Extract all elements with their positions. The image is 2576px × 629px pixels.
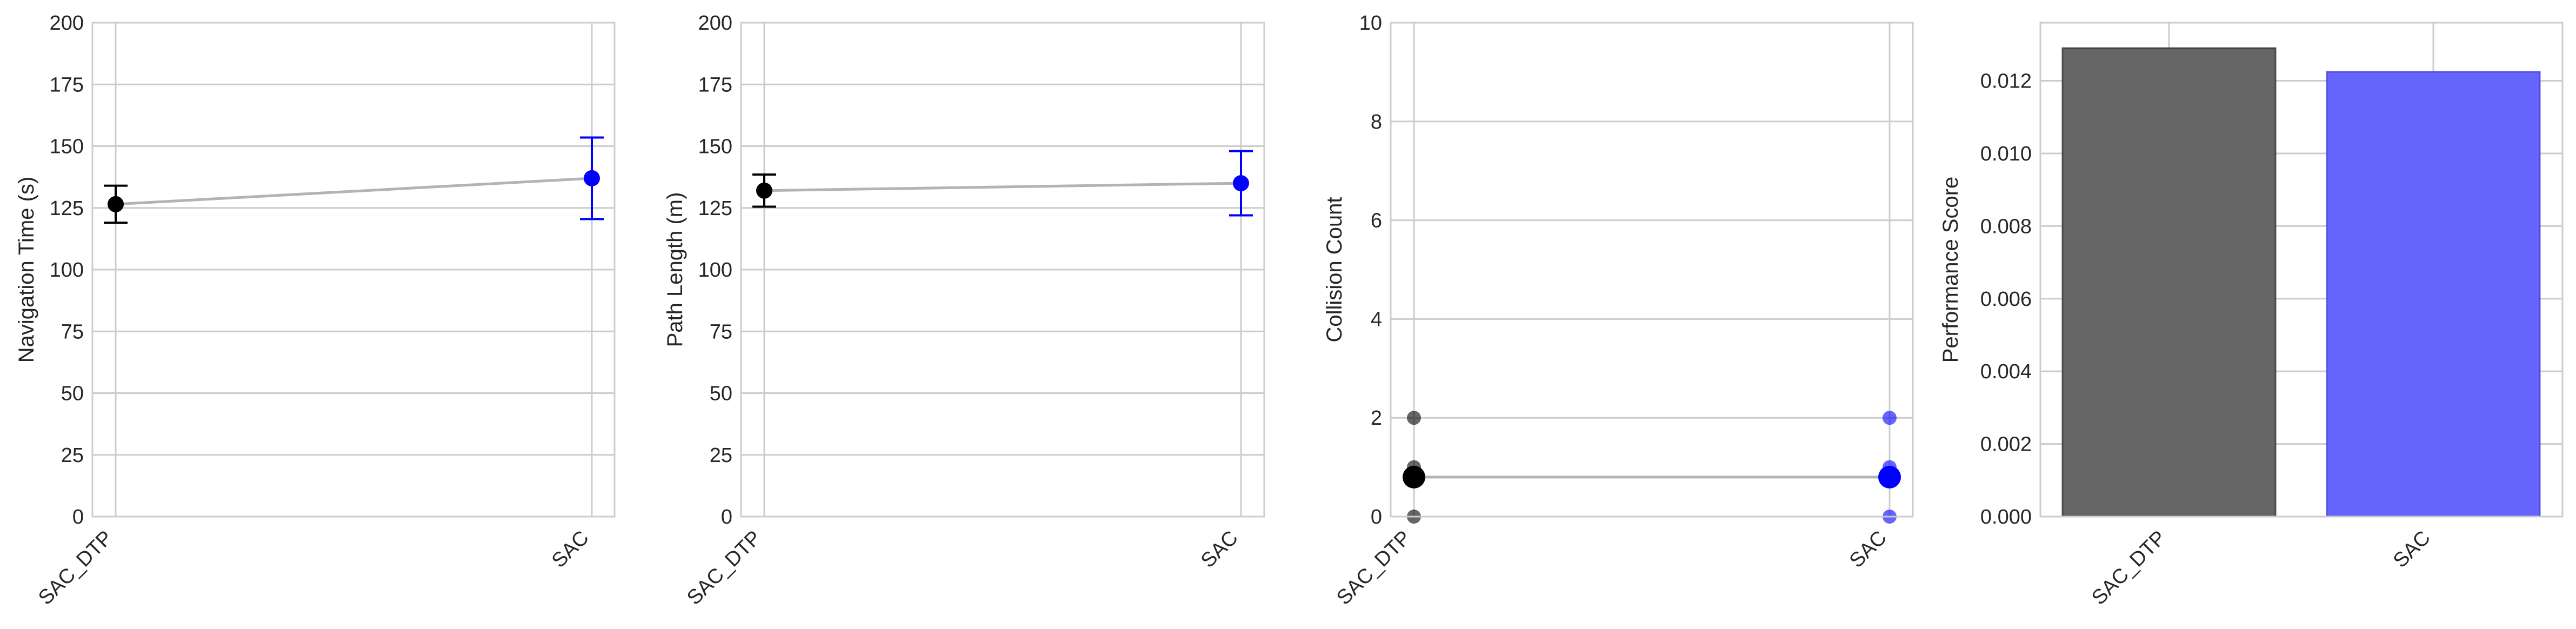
x-tick-label: SAC_DTP bbox=[34, 526, 117, 610]
y-tick-label: 0.006 bbox=[1980, 288, 2032, 311]
y-tick-label: 8 bbox=[1371, 111, 1382, 133]
x-tick-label: SAC bbox=[1845, 526, 1891, 572]
y-tick-label: 50 bbox=[710, 383, 732, 405]
mean-point bbox=[108, 196, 124, 212]
y-tick-label: 50 bbox=[61, 383, 84, 405]
y-tick-label: 0.012 bbox=[1980, 70, 2032, 93]
x-tick-label: SAC bbox=[2389, 526, 2435, 572]
y-tick-label: 6 bbox=[1371, 210, 1382, 232]
mean-point bbox=[1233, 175, 1249, 192]
y-axis-label: Path Length (m) bbox=[663, 192, 687, 347]
y-axis-label: Performance Score bbox=[1939, 177, 1963, 363]
panel-navigation-time: 0 25 50 75 100 125 150 175 200 SAC_DTP SAC Naviga… bbox=[15, 12, 616, 610]
y-tick-label: 0.008 bbox=[1980, 215, 2032, 238]
y-tick-label: 125 bbox=[50, 197, 84, 220]
x-tick-label: SAC_DTP bbox=[2087, 526, 2171, 610]
axes-frame bbox=[740, 22, 1265, 518]
y-tick-label: 25 bbox=[61, 444, 84, 467]
x-tick-labels: SAC_DTP SAC bbox=[2087, 526, 2435, 610]
x-tick-labels: SAC_DTP SAC bbox=[34, 526, 593, 610]
x-tick-label: SAC_DTP bbox=[1332, 526, 1416, 610]
data-marks bbox=[752, 150, 1253, 217]
y-tick-label: 25 bbox=[710, 444, 732, 467]
axes-frame bbox=[2039, 22, 2564, 518]
y-tick-label: 0 bbox=[721, 506, 732, 528]
y-tick-label: 150 bbox=[50, 136, 84, 158]
y-tick-label: 0 bbox=[72, 506, 84, 528]
y-tick-labels: 0 25 50 75 100 125 150 175 200 bbox=[698, 12, 732, 528]
panel-performance-score: 0.000 0.002 0.004 0.006 0.008 0.010 0.012 SAC_… bbox=[1939, 22, 2564, 610]
mean-point bbox=[756, 182, 772, 199]
y-tick-label: 75 bbox=[710, 320, 732, 343]
mean-connector-line bbox=[764, 182, 1242, 192]
data-marks bbox=[104, 136, 604, 224]
y-tick-label: 125 bbox=[698, 197, 732, 220]
y-tick-label: 0.000 bbox=[1980, 506, 2032, 528]
y-tick-label: 4 bbox=[1371, 308, 1382, 331]
collision-point bbox=[1407, 411, 1421, 425]
data-marks bbox=[2061, 47, 2541, 518]
collision-point bbox=[1883, 411, 1897, 425]
bar bbox=[2061, 47, 2277, 518]
x-tick-labels: SAC_DTP SAC bbox=[1332, 526, 1891, 610]
y-tick-label: 100 bbox=[50, 259, 84, 282]
y-tick-label: 175 bbox=[50, 73, 84, 96]
grid-lines bbox=[741, 22, 1264, 518]
data-marks bbox=[1403, 411, 1901, 524]
y-tick-label: 75 bbox=[61, 320, 84, 343]
y-tick-labels: 0.000 0.002 0.004 0.006 0.008 0.010 0.012 bbox=[1980, 70, 2032, 528]
bar bbox=[2326, 71, 2541, 518]
y-tick-label: 0.010 bbox=[1980, 143, 2032, 165]
axes-frame bbox=[1390, 22, 1914, 518]
y-tick-label: 175 bbox=[698, 73, 732, 96]
y-tick-labels: 0 2 4 6 8 10 bbox=[1359, 12, 1382, 528]
mean-connector-line bbox=[115, 177, 592, 206]
mean-point bbox=[584, 170, 600, 186]
panel-collision-count: 0 2 4 6 8 10 SAC_DTP SAC Collision Count bbox=[1323, 12, 1914, 610]
y-tick-label: 200 bbox=[698, 12, 732, 35]
axes-frame bbox=[91, 22, 616, 518]
mean-point bbox=[1403, 465, 1425, 489]
y-axis-label: Collision Count bbox=[1323, 197, 1346, 342]
y-tick-labels: 0 25 50 75 100 125 150 175 200 bbox=[50, 12, 84, 528]
mean-point bbox=[1878, 465, 1901, 489]
y-tick-label: 2 bbox=[1371, 407, 1382, 430]
y-tick-label: 200 bbox=[50, 12, 84, 35]
grid-lines bbox=[92, 22, 615, 518]
y-tick-label: 100 bbox=[698, 259, 732, 282]
x-tick-labels: SAC_DTP SAC bbox=[683, 526, 1243, 610]
y-axis-label: Navigation Time (s) bbox=[15, 177, 38, 363]
y-tick-label: 10 bbox=[1359, 12, 1382, 35]
grid-lines bbox=[1391, 22, 1913, 518]
x-tick-label: SAC bbox=[548, 526, 593, 572]
y-tick-label: 0.004 bbox=[1980, 360, 2032, 383]
x-tick-label: SAC_DTP bbox=[683, 526, 766, 610]
x-tick-label: SAC bbox=[1197, 526, 1243, 572]
y-tick-label: 150 bbox=[698, 136, 732, 158]
y-tick-label: 0.002 bbox=[1980, 433, 2032, 456]
y-tick-label: 0 bbox=[1371, 506, 1382, 528]
panel-path-length: 0 25 50 75 100 125 150 175 200 SAC_DTP SAC Path L… bbox=[663, 12, 1265, 610]
